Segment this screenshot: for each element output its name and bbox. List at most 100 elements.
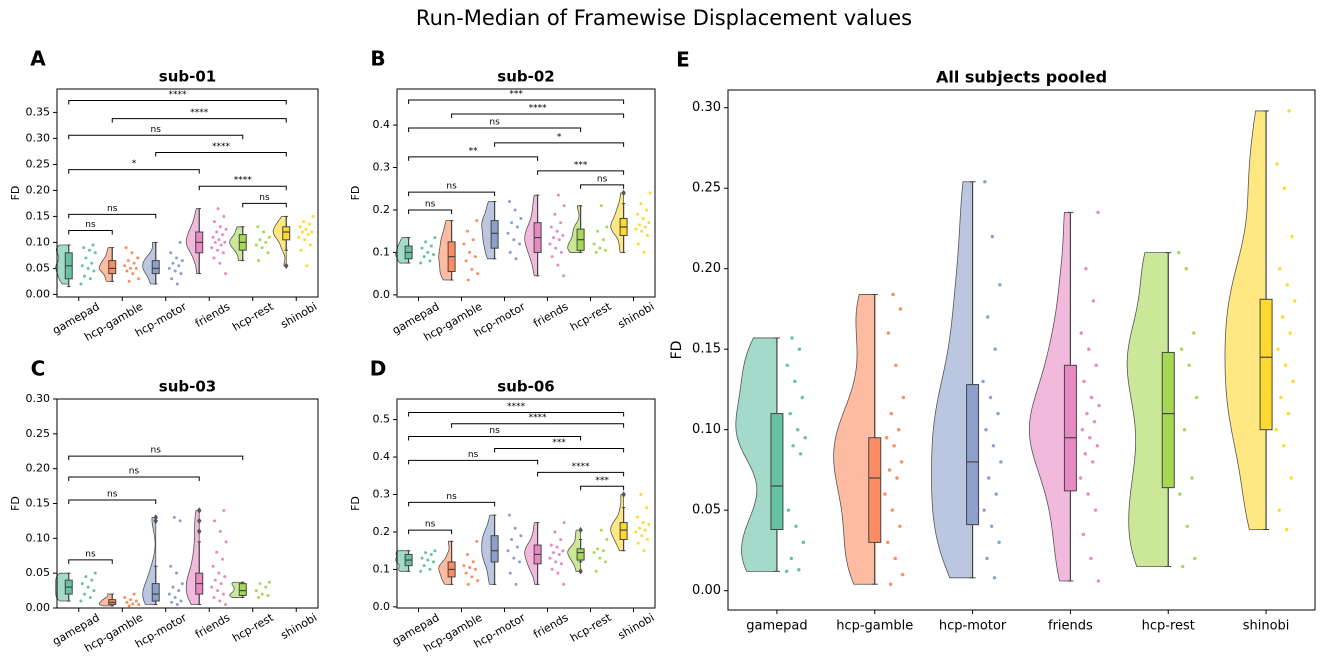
data-point bbox=[886, 331, 891, 335]
data-point bbox=[1084, 266, 1088, 271]
significance-bracket bbox=[408, 501, 496, 507]
data-point bbox=[131, 272, 135, 276]
outlier bbox=[153, 514, 158, 521]
data-point bbox=[1285, 283, 1290, 287]
data-point bbox=[559, 250, 563, 254]
data-point bbox=[996, 411, 1000, 416]
data-point bbox=[129, 266, 133, 270]
data-point bbox=[899, 460, 904, 464]
data-point bbox=[1091, 299, 1096, 303]
data-point bbox=[223, 240, 227, 244]
data-point bbox=[426, 250, 430, 254]
y-axis-label: FD bbox=[9, 496, 22, 511]
data-point bbox=[997, 540, 1001, 545]
significance-bracket bbox=[68, 476, 200, 482]
data-point bbox=[513, 526, 517, 530]
box bbox=[619, 522, 628, 540]
data-point bbox=[258, 238, 262, 242]
significance-label: ** bbox=[469, 146, 479, 156]
data-point bbox=[311, 214, 315, 218]
data-point bbox=[548, 556, 552, 560]
y-axis-label: FD bbox=[9, 186, 22, 201]
data-point bbox=[1096, 579, 1101, 583]
data-point bbox=[645, 208, 649, 212]
data-point bbox=[210, 246, 214, 250]
data-point bbox=[1293, 299, 1297, 303]
violin bbox=[1224, 110, 1267, 530]
y-tick-label: 0.25 bbox=[692, 181, 721, 196]
significance-label: ns bbox=[489, 118, 500, 128]
data-point bbox=[554, 246, 558, 250]
significance-bracket bbox=[68, 169, 200, 174]
significance-label: ns bbox=[425, 199, 436, 209]
data-point bbox=[93, 571, 97, 575]
data-point bbox=[645, 506, 649, 510]
data-point bbox=[83, 274, 87, 278]
data-point bbox=[464, 259, 468, 263]
data-point bbox=[900, 572, 905, 577]
data-point bbox=[553, 530, 557, 534]
data-point bbox=[557, 238, 561, 242]
data-point bbox=[898, 307, 903, 311]
data-point bbox=[1280, 315, 1285, 319]
data-point bbox=[470, 267, 474, 271]
significance-label: **** bbox=[234, 176, 253, 186]
data-point bbox=[169, 564, 173, 568]
y-tick-label: 0.30 bbox=[26, 131, 51, 144]
x-tick-label: hcp-motor bbox=[939, 619, 1007, 634]
data-point bbox=[217, 238, 221, 242]
box bbox=[151, 583, 160, 602]
data-point bbox=[1086, 492, 1090, 496]
data-point bbox=[788, 411, 792, 416]
data-point bbox=[222, 214, 226, 218]
y-tick-label: 0.05 bbox=[26, 261, 51, 274]
data-point bbox=[86, 266, 90, 270]
data-point bbox=[172, 515, 176, 519]
data-point bbox=[218, 529, 222, 533]
data-point bbox=[982, 508, 986, 512]
data-point bbox=[549, 543, 553, 547]
data-point bbox=[1274, 427, 1278, 432]
data-point bbox=[211, 235, 215, 239]
data-point bbox=[84, 256, 88, 260]
data-point bbox=[797, 347, 802, 351]
data-point bbox=[1193, 556, 1197, 561]
data-point bbox=[130, 251, 134, 255]
data-point bbox=[553, 212, 557, 216]
data-point bbox=[173, 269, 177, 273]
data-point bbox=[432, 253, 436, 257]
data-point bbox=[605, 537, 609, 541]
plot-frame bbox=[396, 398, 656, 609]
data-point bbox=[981, 379, 985, 384]
data-point bbox=[471, 560, 475, 564]
x-tick-label: gamepad bbox=[746, 619, 807, 634]
data-point bbox=[1097, 403, 1101, 408]
data-point bbox=[559, 221, 563, 225]
data-point bbox=[88, 277, 92, 281]
data-point bbox=[180, 259, 184, 263]
data-point bbox=[1089, 395, 1094, 400]
data-point bbox=[508, 571, 512, 575]
data-point bbox=[1288, 331, 1292, 335]
data-point bbox=[125, 600, 129, 604]
data-point bbox=[299, 248, 303, 252]
data-point bbox=[310, 230, 314, 234]
data-point bbox=[1080, 427, 1085, 432]
data-point bbox=[1286, 411, 1291, 416]
data-point bbox=[884, 436, 889, 440]
data-point bbox=[167, 266, 171, 270]
data-point bbox=[635, 515, 639, 519]
data-point bbox=[473, 255, 477, 259]
data-point bbox=[424, 240, 428, 244]
data-point bbox=[794, 524, 798, 528]
data-point bbox=[605, 225, 609, 229]
data-point bbox=[1190, 476, 1194, 480]
data-point bbox=[507, 199, 511, 203]
significance-bracket bbox=[408, 156, 539, 161]
violin bbox=[567, 529, 582, 572]
box bbox=[770, 413, 784, 531]
data-point bbox=[1078, 476, 1083, 480]
data-point bbox=[785, 569, 789, 574]
data-point bbox=[519, 216, 523, 220]
data-point bbox=[1192, 331, 1196, 335]
